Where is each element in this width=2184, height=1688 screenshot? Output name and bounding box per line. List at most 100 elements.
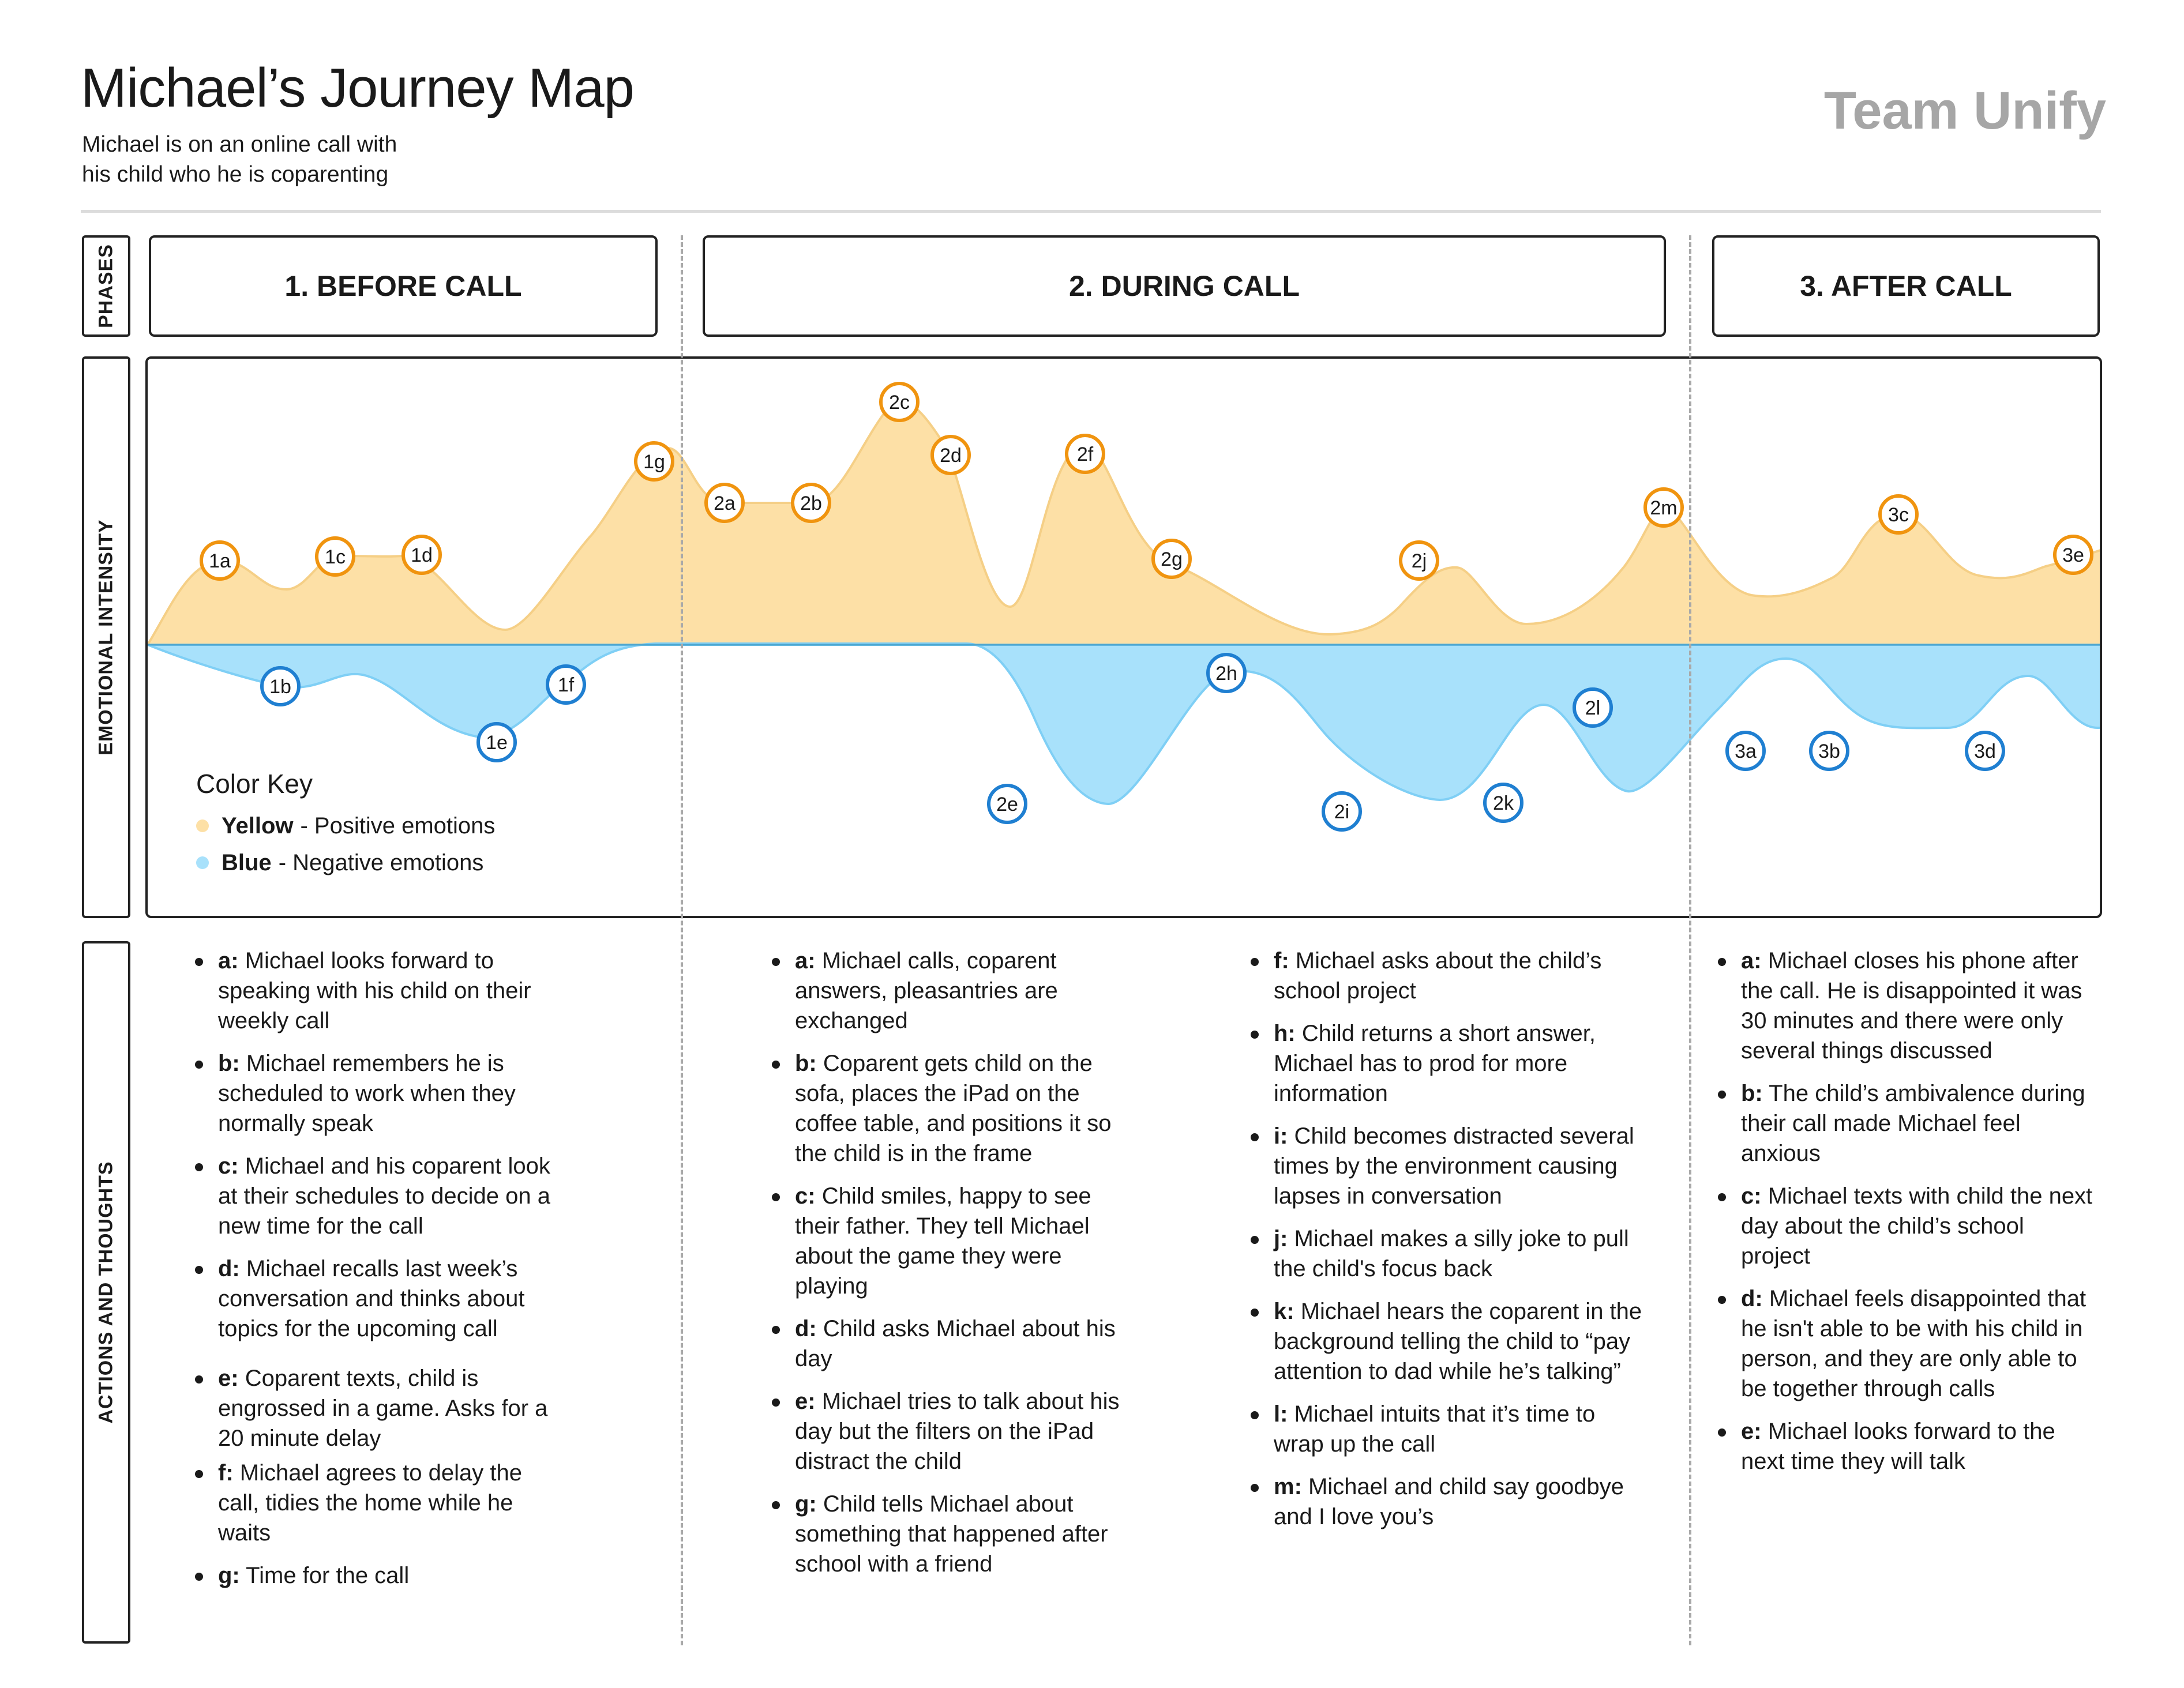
team-name: Team Unify bbox=[1823, 81, 2106, 140]
action-key: d: bbox=[1741, 1286, 1763, 1311]
action-key: b: bbox=[1741, 1081, 1763, 1106]
blue-swatch bbox=[196, 856, 209, 869]
negative-marker-label: 2l bbox=[1585, 697, 1600, 719]
actions-during-column-1: a: Michael calls, coparent answers, plea… bbox=[772, 946, 1141, 1579]
negative-marker-circle bbox=[260, 666, 301, 706]
positive-marker-2m: 2m bbox=[1643, 487, 1684, 528]
actions-label-box: ACTIONS AND THOUGHTS bbox=[82, 941, 130, 1644]
positive-marker-2j: 2j bbox=[1399, 540, 1439, 581]
negative-marker-label: 1f bbox=[558, 674, 575, 696]
action-key: c: bbox=[795, 1183, 816, 1209]
actions-during-list-2: f: Michael asks about the child’s school… bbox=[1251, 946, 1643, 1532]
negative-marker-label: 2k bbox=[1493, 792, 1514, 814]
action-key: l: bbox=[1274, 1401, 1288, 1427]
action-text: Michael and child say goodbye and I love… bbox=[1274, 1474, 1624, 1529]
action-item: a: Michael calls, coparent answers, plea… bbox=[772, 946, 1141, 1036]
action-key: b: bbox=[795, 1051, 817, 1076]
negative-marker-label: 3b bbox=[1818, 740, 1840, 762]
action-text: Michael and his coparent look at their s… bbox=[218, 1153, 550, 1239]
action-item: d: Michael feels disappointed that he is… bbox=[1718, 1284, 2099, 1404]
action-key: d: bbox=[795, 1316, 817, 1341]
yellow-key-desc: - Positive emotions bbox=[300, 813, 496, 839]
negative-marker-2i: 2i bbox=[1322, 791, 1362, 832]
negative-marker-2k: 2k bbox=[1483, 783, 1523, 823]
action-item: c: Michael and his coparent look at thei… bbox=[195, 1151, 564, 1241]
negative-marker-label: 3d bbox=[1974, 740, 1996, 762]
positive-marker-circle bbox=[704, 483, 745, 523]
positive-marker-2f: 2f bbox=[1065, 434, 1105, 474]
negative-marker-label: 2h bbox=[1215, 663, 1237, 685]
action-text: Michael makes a silly joke to pull the c… bbox=[1274, 1226, 1629, 1281]
action-key: m: bbox=[1274, 1474, 1302, 1499]
action-item: j: Michael makes a silly joke to pull th… bbox=[1251, 1224, 1643, 1284]
negative-marker-circle bbox=[1322, 791, 1362, 832]
actions-after-list: a: Michael closes his phone after the ca… bbox=[1718, 946, 2099, 1476]
actions-before-column: a: Michael looks forward to speaking wit… bbox=[195, 946, 564, 1591]
color-key-title: Color Key bbox=[196, 769, 313, 799]
action-text: Michael texts with child the next day ab… bbox=[1741, 1183, 2093, 1269]
blue-key-name: Blue bbox=[222, 849, 272, 875]
actions-during-list-1: a: Michael calls, coparent answers, plea… bbox=[772, 946, 1141, 1579]
phases-label-box: PHASES bbox=[82, 235, 130, 337]
action-key: e: bbox=[1741, 1419, 1762, 1444]
negative-marker-1b: 1b bbox=[260, 666, 301, 706]
positive-marker-circle bbox=[1151, 539, 1192, 579]
positive-marker-circle bbox=[1878, 494, 1919, 535]
negative-marker-circle bbox=[1809, 731, 1849, 771]
action-text: Michael intuits that it’s time to wrap u… bbox=[1274, 1401, 1596, 1457]
negative-marker-3a: 3a bbox=[1725, 731, 1766, 771]
negative-marker-2h: 2h bbox=[1206, 653, 1247, 693]
positive-marker-label: 1a bbox=[209, 550, 231, 572]
actions-after-column: a: Michael closes his phone after the ca… bbox=[1718, 946, 2099, 1476]
phase-before-call: 1. BEFORE CALL bbox=[149, 235, 658, 337]
header-divider bbox=[81, 210, 2101, 213]
actions-before-list: a: Michael looks forward to speaking wit… bbox=[195, 946, 564, 1591]
action-key: c: bbox=[1741, 1183, 1762, 1209]
action-text: Child returns a short answer, Michael ha… bbox=[1274, 1021, 1596, 1106]
action-item: b: The child’s ambivalence during their … bbox=[1718, 1078, 2099, 1168]
negative-marker-circle bbox=[546, 664, 586, 705]
negative-marker-label: 1b bbox=[269, 676, 291, 698]
action-item: b: Coparent gets child on the sofa, plac… bbox=[772, 1048, 1141, 1168]
action-item: e: Michael tries to talk about his day b… bbox=[772, 1386, 1141, 1476]
action-key: j: bbox=[1274, 1226, 1288, 1251]
action-text: Child asks Michael about his day bbox=[795, 1316, 1116, 1371]
action-item: c: Child smiles, happy to see their fath… bbox=[772, 1181, 1141, 1301]
negative-marker-label: 3a bbox=[1735, 740, 1757, 762]
positive-marker-2d: 2d bbox=[930, 435, 971, 475]
positive-marker-1d: 1d bbox=[401, 535, 442, 575]
positive-marker-1c: 1c bbox=[315, 536, 355, 577]
positive-marker-label: 3c bbox=[1888, 504, 1909, 526]
negative-marker-label: 1e bbox=[486, 732, 508, 754]
positive-marker-1a: 1a bbox=[200, 540, 240, 581]
positive-marker-circle bbox=[2053, 535, 2093, 575]
phase-after-call: 3. AFTER CALL bbox=[1712, 235, 2100, 337]
action-key: g: bbox=[218, 1563, 240, 1588]
positive-marker-circle bbox=[1643, 487, 1684, 528]
negative-marker-circle bbox=[1573, 687, 1613, 728]
positive-marker-circle bbox=[1065, 434, 1105, 474]
yellow-swatch bbox=[196, 819, 209, 832]
positive-marker-circle bbox=[1399, 540, 1439, 581]
action-text: Child smiles, happy to see their father.… bbox=[795, 1183, 1091, 1299]
action-text: Michael hears the coparent in the backgr… bbox=[1274, 1299, 1642, 1384]
action-key: c: bbox=[218, 1153, 239, 1179]
action-key: e: bbox=[795, 1389, 816, 1414]
negative-marker-circle bbox=[987, 784, 1027, 824]
positive-marker-2c: 2c bbox=[879, 382, 920, 422]
action-text: Michael feels disappointed that he isn't… bbox=[1741, 1286, 2087, 1401]
action-item: d: Child asks Michael about his day bbox=[772, 1314, 1141, 1374]
action-item: e: Coparent texts, child is engrossed in… bbox=[195, 1363, 564, 1453]
positive-marker-circle bbox=[879, 382, 920, 422]
action-text: Michael looks forward to speaking with h… bbox=[218, 948, 531, 1033]
action-item: g: Time for the call bbox=[195, 1561, 564, 1591]
negative-marker-label: 2i bbox=[1334, 801, 1349, 823]
action-key: e: bbox=[218, 1366, 239, 1391]
negative-marker-circle bbox=[1483, 783, 1523, 823]
negative-marker-circle bbox=[1965, 731, 2005, 771]
subtitle-line-2: his child who he is coparenting bbox=[82, 162, 389, 187]
negative-marker-2l: 2l bbox=[1573, 687, 1613, 728]
positive-marker-label: 2m bbox=[1650, 497, 1677, 519]
action-key: d: bbox=[218, 1256, 240, 1281]
action-text: Coparent texts, child is engrossed in a … bbox=[218, 1366, 548, 1451]
